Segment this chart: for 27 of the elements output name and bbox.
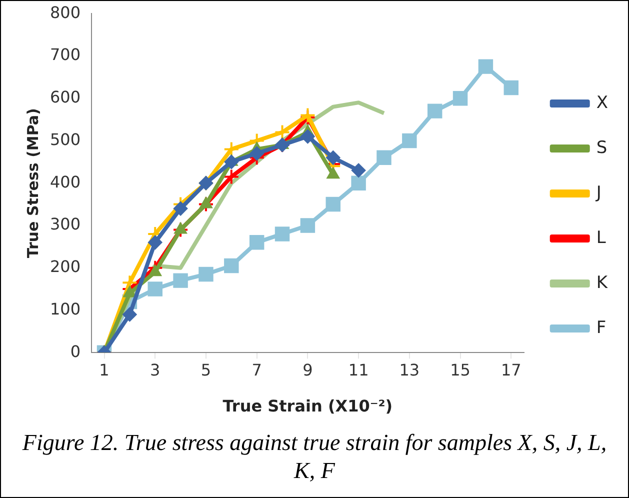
- y-tick-label: 300: [50, 214, 81, 234]
- x-tick-label: 3: [150, 360, 160, 380]
- x-tick-label: 5: [200, 360, 212, 380]
- legend-label: X: [596, 92, 608, 113]
- y-tick-label: 100: [50, 299, 81, 318]
- y-axis-title: True Stress (MPa): [24, 108, 42, 258]
- legend-label: S: [596, 138, 608, 158]
- x-tick-label: 9: [302, 360, 313, 380]
- x-tick-label: 1: [99, 360, 110, 380]
- legend-label: F: [596, 318, 606, 338]
- y-tick-label: 700: [50, 45, 81, 64]
- x-tick-label: 7: [252, 360, 262, 380]
- x-tick-label: 13: [399, 360, 420, 380]
- legend-label: J: [595, 182, 602, 203]
- x-tick-label: 17: [500, 360, 522, 380]
- legend-label: K: [596, 272, 608, 293]
- y-tick-label: 200: [50, 257, 81, 276]
- x-axis-title: True Strain (X10⁻²): [222, 396, 393, 416]
- x-tick-label: 15: [450, 360, 470, 380]
- y-tick-label: 0: [70, 342, 81, 361]
- caption: Figure 12. True stress against true strain for samples X, S, J, L, K, F: [21, 429, 608, 485]
- y-tick-label: 800: [50, 2, 81, 22]
- x-tick-label: 11: [348, 360, 369, 380]
- y-tick-label: 400: [50, 172, 81, 192]
- y-tick-label: 500: [50, 130, 81, 149]
- legend-label: L: [596, 228, 606, 248]
- y-tick-label: 600: [50, 88, 81, 107]
